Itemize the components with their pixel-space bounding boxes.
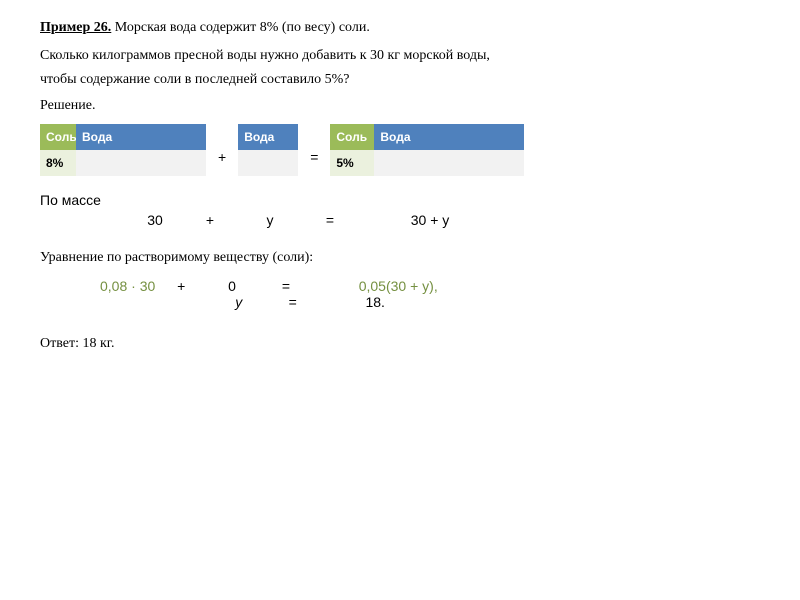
eqn-y: y: [214, 294, 264, 310]
eqn-lhs: 0,08 · 30: [100, 278, 155, 294]
mass-a: 30: [130, 212, 180, 228]
solution-label: Решение.: [40, 98, 760, 114]
t3-salt-val: 5%: [330, 150, 374, 176]
problem-line-3: чтобы содержание соли в последней состав…: [40, 68, 760, 92]
mass-eq: =: [300, 212, 360, 228]
t2-water-val: [238, 150, 298, 176]
mass-b: y: [240, 212, 300, 228]
op-eq: =: [304, 149, 324, 165]
equation-line-2: y = 18.: [100, 294, 760, 310]
eqn-plus: +: [159, 278, 203, 294]
equation-heading: Уравнение по растворимому веществу (соли…: [40, 250, 760, 266]
mixture-tables: Соль Вода 8% + Вода = Соль Вода: [40, 124, 760, 176]
answer: Ответ: 18 кг.: [40, 336, 760, 352]
t2-water-head: Вода: [238, 124, 298, 150]
t3-salt-head: Соль: [330, 124, 374, 150]
equation-line-1: 0,08 · 30 + 0 = 0,05(30 + y),: [100, 278, 760, 294]
t3-water-head: Вода: [374, 124, 524, 150]
table-freshwater: Вода: [238, 124, 298, 176]
problem-title: Пример 26. Морская вода содержит 8% (по …: [40, 20, 760, 36]
mass-equation: 30 + y = 30 + y: [130, 212, 760, 228]
table-result: Соль Вода 5%: [330, 124, 524, 176]
eqn-rhs1: 0,05(30 + y),: [359, 278, 438, 294]
eqn-rhs2: 18.: [365, 294, 384, 310]
example-number: Пример 26.: [40, 20, 111, 35]
title-rest: Морская вода содержит 8% (по весу) соли.: [111, 20, 370, 35]
mass-label: По массе: [40, 192, 760, 208]
mass-c: 30 + y: [360, 212, 500, 228]
t1-water-val: [76, 150, 206, 176]
problem-line-2: Сколько килограммов пресной воды нужно д…: [40, 44, 760, 68]
t1-water-head: Вода: [76, 124, 206, 150]
eqn-mid: 0: [207, 278, 257, 294]
t3-water-val: [374, 150, 524, 176]
table-seawater: Соль Вода 8%: [40, 124, 206, 176]
t1-salt-val: 8%: [40, 150, 76, 176]
mass-plus: +: [180, 212, 240, 228]
t1-salt-head: Соль: [40, 124, 76, 150]
eqn-eq1: =: [261, 278, 311, 294]
eqn-eq2: =: [268, 294, 318, 310]
op-plus: +: [212, 149, 232, 165]
